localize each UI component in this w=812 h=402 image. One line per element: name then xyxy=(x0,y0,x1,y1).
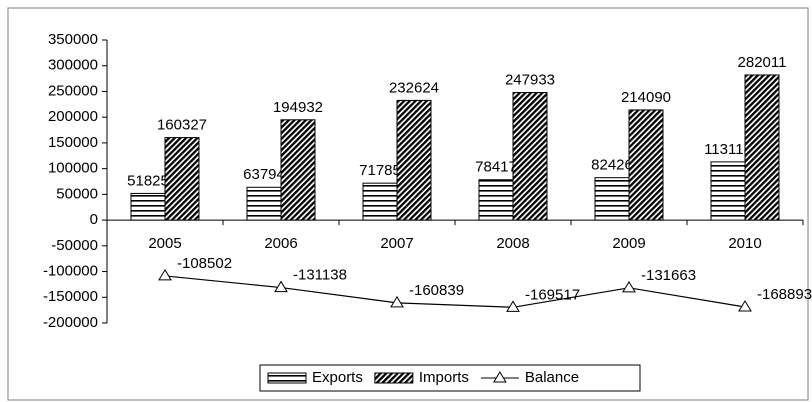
y-tick-label: 350000 xyxy=(48,31,98,48)
data-label: -108502 xyxy=(177,255,232,272)
legend-box xyxy=(259,364,641,392)
data-label: 113118 xyxy=(704,141,752,158)
marker xyxy=(274,280,288,293)
bar xyxy=(744,74,780,221)
chart-frame xyxy=(7,7,809,401)
data-label: 78417 xyxy=(475,159,517,176)
x-tick-label: 2008 xyxy=(496,235,529,252)
y-tick-label: 50000 xyxy=(56,185,98,202)
legend-swatch xyxy=(492,371,507,383)
bar xyxy=(478,179,514,221)
marker xyxy=(158,268,172,281)
data-label: 247933 xyxy=(505,71,555,88)
bar xyxy=(362,182,398,221)
data-label: -168893 xyxy=(757,286,812,303)
x-tick-label: 2010 xyxy=(728,235,761,252)
y-tick-label: 0 xyxy=(90,211,98,228)
data-label: -160839 xyxy=(409,282,464,299)
bar xyxy=(246,186,282,221)
data-label: 282011 xyxy=(738,54,787,71)
line-series xyxy=(164,275,746,308)
data-label: 82426 xyxy=(591,157,633,174)
data-label: -169517 xyxy=(525,286,580,303)
y-tick-label: 200000 xyxy=(48,108,98,125)
x-tick-label: 2006 xyxy=(264,235,297,252)
bar xyxy=(280,119,316,221)
y-tick-label: 250000 xyxy=(48,82,98,99)
legend-label: Imports xyxy=(419,369,469,386)
data-label: 214090 xyxy=(621,89,671,106)
y-tick-label: -200000 xyxy=(43,314,98,331)
bar xyxy=(130,192,166,221)
data-label: 63794 xyxy=(243,166,285,183)
marker xyxy=(738,300,752,312)
y-tick-label: 100000 xyxy=(48,160,98,177)
y-tick-label: -150000 xyxy=(43,288,98,305)
legend-swatch xyxy=(374,372,414,384)
bar xyxy=(594,177,630,221)
y-tick-label: -50000 xyxy=(51,237,98,254)
y-tick-label: 300000 xyxy=(48,57,98,74)
y-tick-label: 150000 xyxy=(48,134,98,151)
x-tick-label: 2005 xyxy=(148,235,181,252)
legend-swatch xyxy=(267,372,307,384)
marker xyxy=(506,300,520,312)
data-label: 194932 xyxy=(273,99,323,116)
bar xyxy=(628,109,664,221)
bar xyxy=(710,161,746,221)
marker xyxy=(622,280,636,293)
data-label: -131138 xyxy=(293,267,347,284)
bar xyxy=(512,92,548,221)
bar xyxy=(164,137,200,221)
bar xyxy=(396,99,432,221)
x-tick-label: 2007 xyxy=(380,235,413,252)
legend-label: Balance xyxy=(525,369,579,386)
data-label: 160327 xyxy=(157,117,207,134)
legend-label: Exports xyxy=(312,369,363,386)
x-tick-label: 2009 xyxy=(612,235,645,252)
data-label: 232624 xyxy=(389,79,439,96)
data-label: -131663 xyxy=(641,267,696,284)
data-label: 71785 xyxy=(359,162,401,179)
data-label: 51825 xyxy=(127,172,169,189)
y-tick-label: -100000 xyxy=(43,263,98,280)
marker xyxy=(390,295,404,308)
